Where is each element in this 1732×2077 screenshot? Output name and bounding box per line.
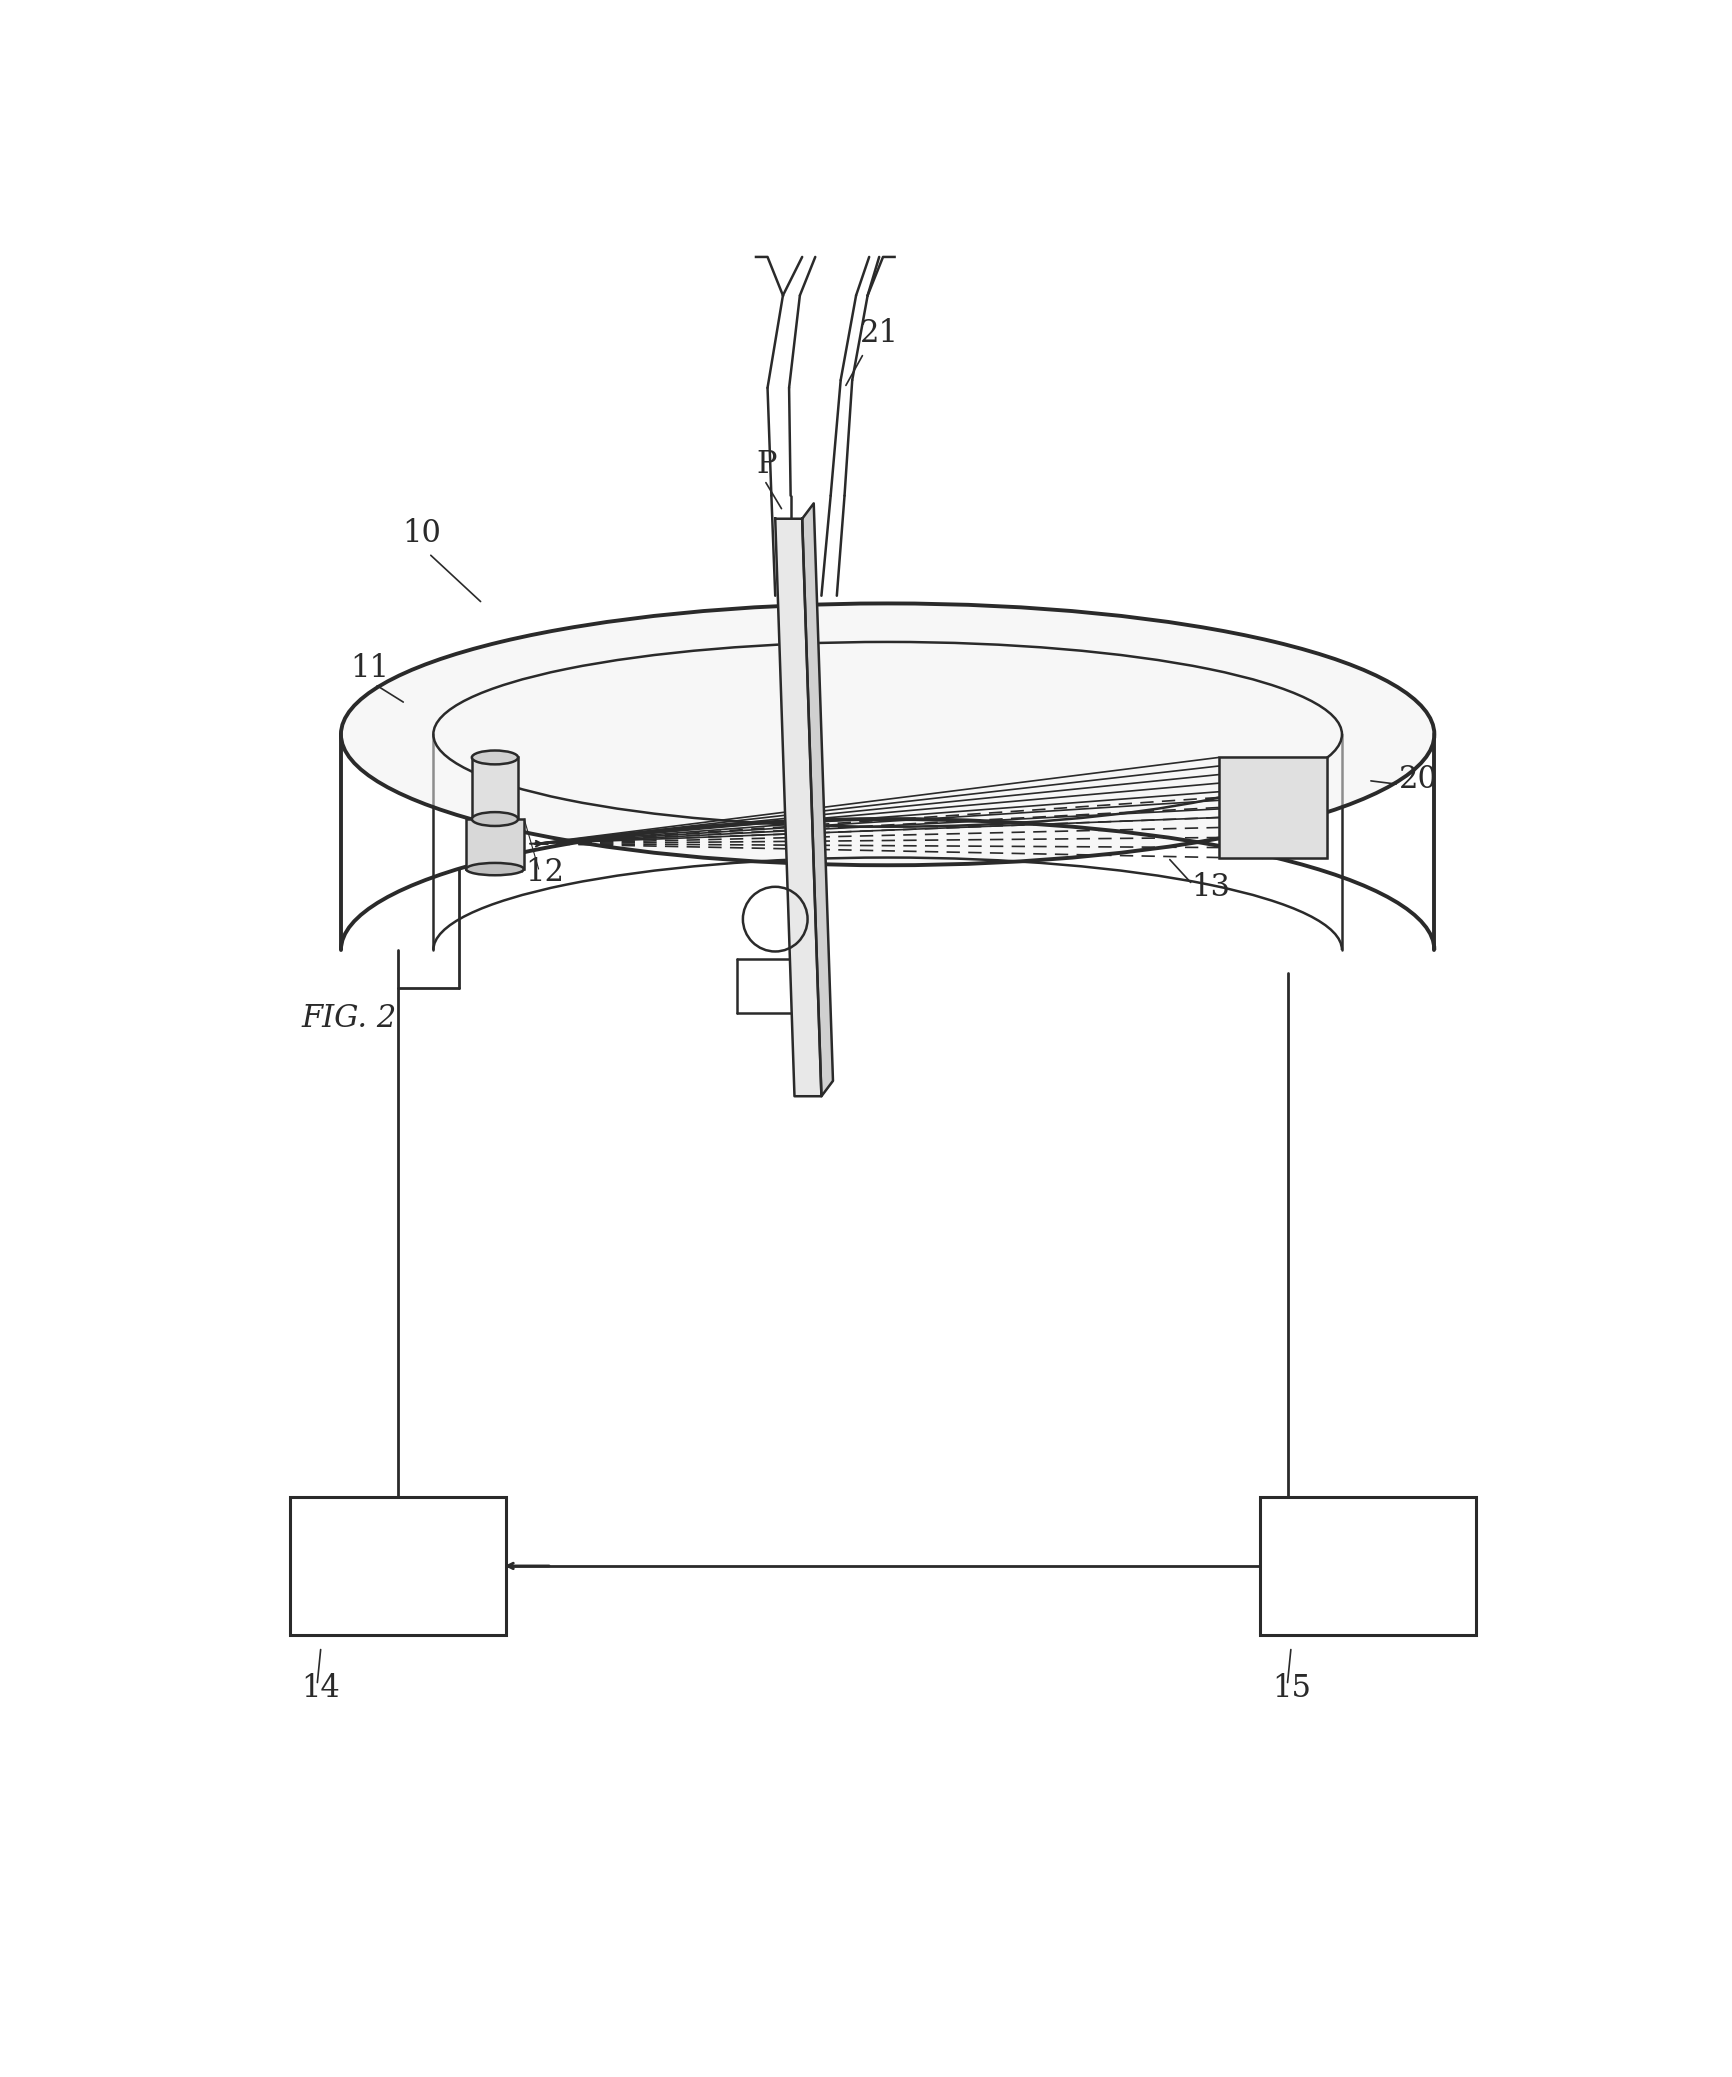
- Text: 10: 10: [402, 517, 440, 548]
- Text: 14: 14: [301, 1672, 341, 1703]
- Text: Processing
unit: Processing unit: [1292, 1537, 1444, 1595]
- Text: 21: 21: [859, 318, 899, 349]
- Bar: [291, 1498, 506, 1635]
- Polygon shape: [802, 503, 833, 1097]
- Bar: [1219, 758, 1327, 858]
- Ellipse shape: [341, 604, 1434, 866]
- Text: 20: 20: [1399, 764, 1438, 795]
- Ellipse shape: [466, 862, 523, 874]
- Ellipse shape: [471, 750, 518, 764]
- Text: 12: 12: [525, 856, 565, 887]
- Text: 15: 15: [1271, 1672, 1311, 1703]
- Bar: [466, 818, 525, 868]
- Text: Source control
module: Source control module: [294, 1537, 502, 1595]
- Bar: [471, 758, 518, 818]
- Text: 13: 13: [1192, 872, 1230, 903]
- Bar: [1261, 1498, 1476, 1635]
- Text: 11: 11: [350, 652, 390, 683]
- Text: FIG. 2: FIG. 2: [301, 1003, 397, 1034]
- Ellipse shape: [471, 812, 518, 827]
- Polygon shape: [776, 519, 821, 1097]
- Text: P: P: [755, 449, 776, 480]
